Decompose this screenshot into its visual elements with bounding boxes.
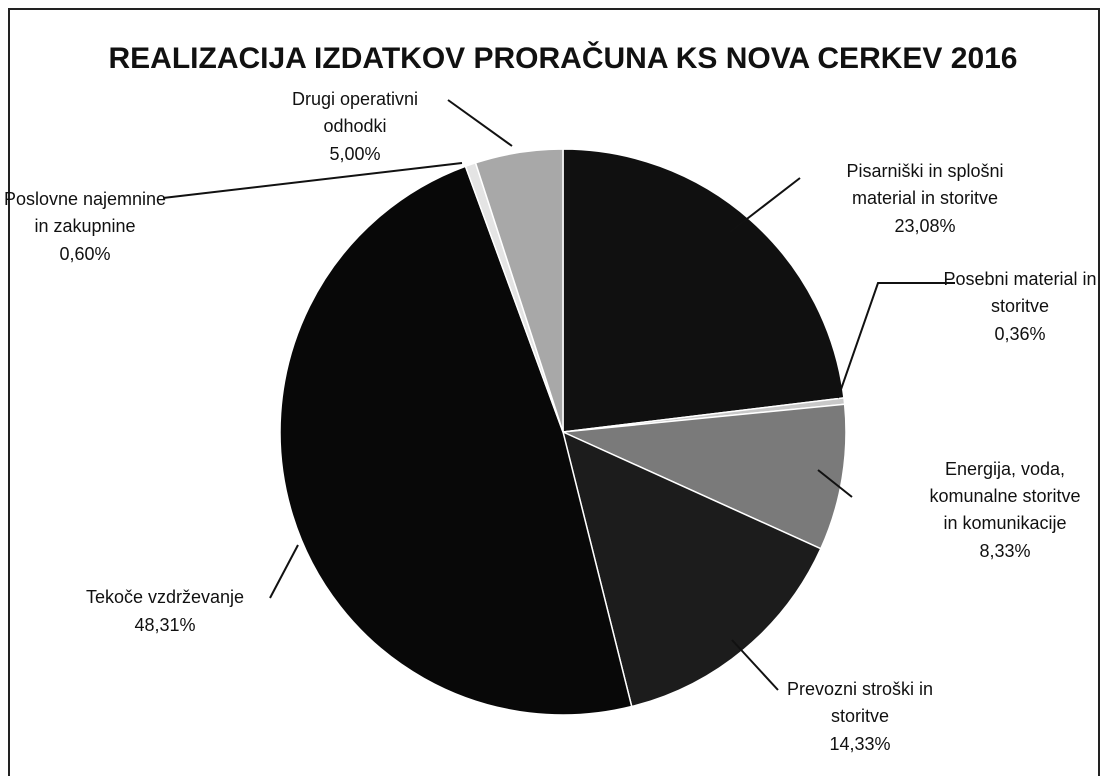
label-line: in zakupnine [34, 216, 135, 236]
label-line: Drugi operativni [292, 89, 418, 109]
leader-line [837, 282, 955, 399]
label-line: Energija, voda, [945, 459, 1065, 479]
leader-line [447, 99, 513, 147]
pie-slice [561, 430, 822, 708]
leader-line [269, 544, 299, 599]
value-label: 0,60% [59, 244, 110, 264]
slice-label: Energija, voda, komunalne storitve in komu… [929, 459, 1080, 561]
pie-slice [474, 148, 564, 433]
label-line: material in storitve [852, 188, 998, 208]
label-line: odhodki [323, 116, 386, 136]
label-line: Prevozni stroški in [787, 679, 933, 699]
value-label: 14,33% [829, 734, 890, 754]
value-label: 23,08% [894, 216, 955, 236]
label-line: Poslovne najemnine [4, 189, 166, 209]
label-line: Tekoče vzdrževanje [86, 587, 244, 607]
chart-title: REALIZACIJA IZDATKOV PRORAČUNA KS NOVA C… [109, 41, 1018, 75]
leader-line [817, 469, 853, 498]
leader-line [729, 177, 801, 233]
value-label: 48,31% [134, 615, 195, 635]
slice-label: Posebni material in storitve 0,36% [943, 269, 1096, 344]
pie-slice [562, 148, 845, 433]
slice-label: Pisarniški in splošni material in storitv… [846, 161, 1003, 236]
label-line: Pisarniški in splošni [846, 161, 1003, 181]
value-label: 5,00% [329, 144, 380, 164]
label-line: in komunikacije [943, 513, 1066, 533]
pie-slice [560, 403, 847, 550]
label-line: komunalne storitve [929, 486, 1080, 506]
pie-slice [279, 165, 633, 716]
value-label: 0,36% [994, 324, 1045, 344]
slice-label: Prevozni stroški in storitve 14,33% [787, 679, 933, 754]
label-line: Posebni material in [943, 269, 1096, 289]
label-line: storitve [991, 296, 1049, 316]
slice-label: Poslovne najemnine in zakupnine 0,60% [4, 189, 166, 264]
slice-label: Drugi operativni odhodki 5,00% [292, 89, 418, 164]
leader-line [731, 639, 779, 691]
leader-line [162, 162, 463, 199]
label-line: storitve [831, 706, 889, 726]
value-label: 8,33% [979, 541, 1030, 561]
slice-label: Tekoče vzdrževanje 48,31% [86, 587, 244, 635]
